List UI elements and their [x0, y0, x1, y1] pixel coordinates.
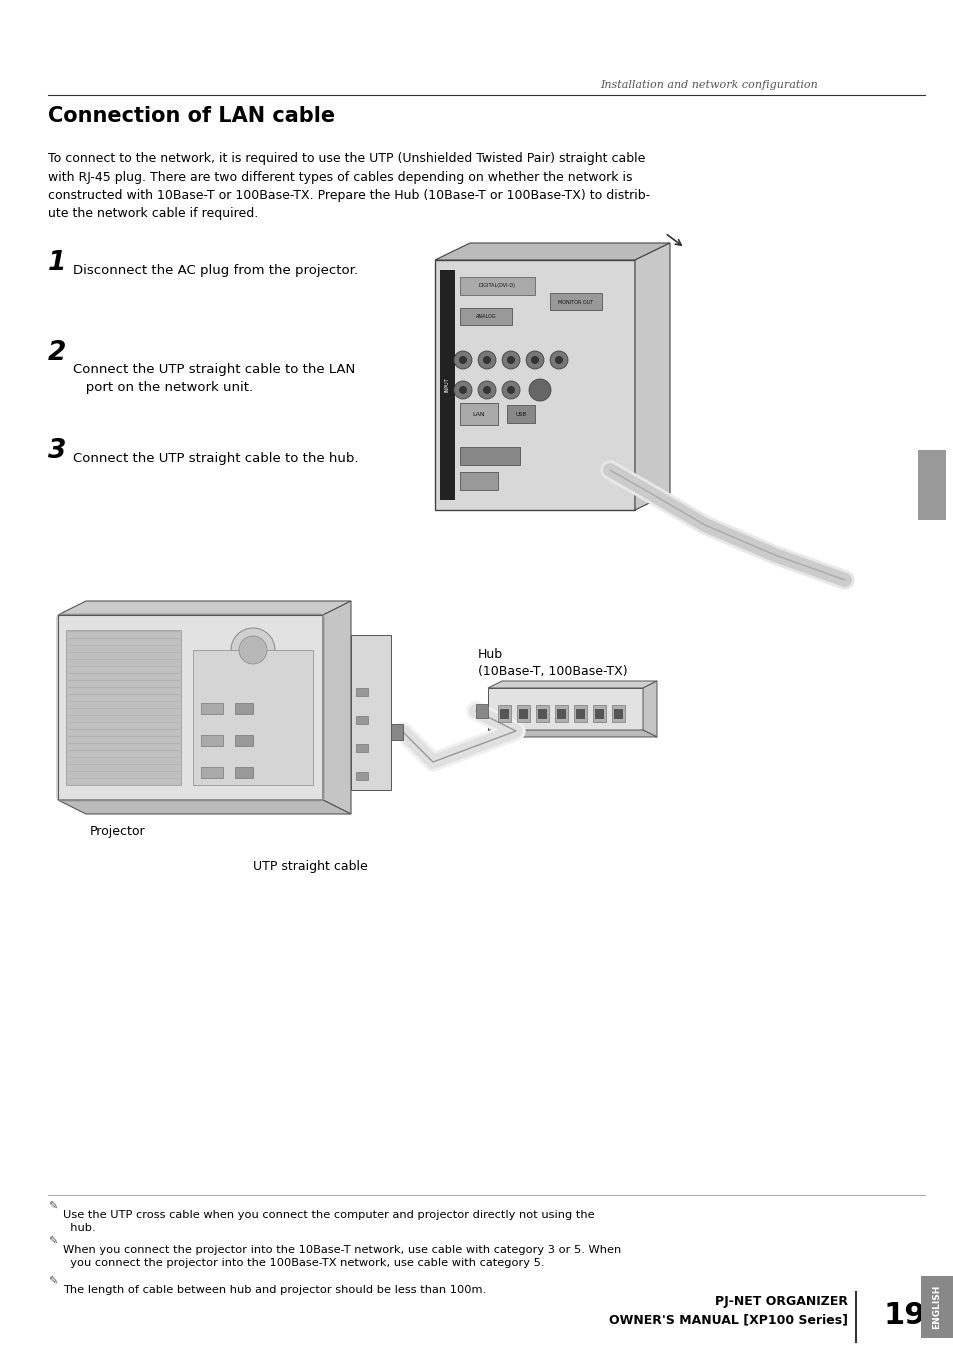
Text: ✎: ✎ — [48, 1202, 57, 1212]
Text: Connect the UTP straight cable to the hub.: Connect the UTP straight cable to the hu… — [73, 452, 358, 464]
FancyBboxPatch shape — [459, 447, 519, 464]
Circle shape — [477, 351, 496, 369]
Text: LAN: LAN — [472, 412, 485, 417]
Text: Connect the UTP straight cable to the LAN
   port on the network unit.: Connect the UTP straight cable to the LA… — [73, 363, 355, 394]
Text: Hub
(10Base-T, 100Base-TX): Hub (10Base-T, 100Base-TX) — [477, 648, 627, 678]
Polygon shape — [323, 601, 351, 814]
Text: DIGITAL(DVI-D): DIGITAL(DVI-D) — [478, 284, 515, 289]
Circle shape — [501, 381, 519, 400]
FancyBboxPatch shape — [355, 688, 368, 697]
Polygon shape — [635, 243, 669, 510]
Text: The length of cable between hub and projector should be less than 100m.: The length of cable between hub and proj… — [63, 1285, 486, 1295]
FancyBboxPatch shape — [593, 705, 605, 722]
FancyBboxPatch shape — [550, 293, 601, 310]
Text: 2: 2 — [48, 340, 67, 366]
FancyBboxPatch shape — [439, 270, 455, 500]
FancyBboxPatch shape — [517, 705, 530, 722]
Text: 1: 1 — [48, 250, 67, 275]
Text: Connection of LAN cable: Connection of LAN cable — [48, 107, 335, 126]
Circle shape — [454, 381, 472, 400]
Text: 19: 19 — [882, 1300, 925, 1330]
Polygon shape — [488, 730, 657, 737]
Polygon shape — [435, 243, 669, 261]
Text: Installation and network configuration: Installation and network configuration — [599, 80, 817, 90]
FancyBboxPatch shape — [391, 724, 402, 740]
Text: INPUT: INPUT — [444, 378, 449, 393]
Text: ENGLISH: ENGLISH — [931, 1285, 941, 1330]
FancyBboxPatch shape — [193, 649, 313, 784]
FancyBboxPatch shape — [66, 630, 181, 784]
FancyBboxPatch shape — [920, 1276, 953, 1338]
Polygon shape — [58, 801, 351, 814]
FancyBboxPatch shape — [555, 705, 567, 722]
Text: Use the UTP cross cable when you connect the computer and projector directly not: Use the UTP cross cable when you connect… — [63, 1210, 594, 1233]
FancyBboxPatch shape — [576, 709, 584, 720]
FancyBboxPatch shape — [614, 709, 622, 720]
FancyBboxPatch shape — [459, 404, 497, 425]
FancyBboxPatch shape — [612, 705, 624, 722]
FancyBboxPatch shape — [355, 772, 368, 780]
FancyBboxPatch shape — [201, 734, 223, 747]
Polygon shape — [58, 616, 323, 801]
Text: To connect to the network, it is required to use the UTP (Unshielded Twisted Pai: To connect to the network, it is require… — [48, 153, 649, 220]
Circle shape — [477, 381, 496, 400]
Circle shape — [506, 386, 515, 394]
Polygon shape — [642, 680, 657, 737]
Circle shape — [525, 351, 543, 369]
FancyBboxPatch shape — [506, 405, 535, 423]
FancyBboxPatch shape — [497, 705, 511, 722]
Circle shape — [231, 628, 274, 672]
FancyBboxPatch shape — [537, 709, 546, 720]
Text: ✎: ✎ — [48, 1237, 57, 1247]
FancyBboxPatch shape — [355, 716, 368, 724]
FancyBboxPatch shape — [459, 308, 512, 325]
FancyBboxPatch shape — [234, 767, 253, 778]
FancyBboxPatch shape — [574, 705, 586, 722]
Circle shape — [239, 636, 267, 664]
Circle shape — [550, 351, 567, 369]
Text: ✎: ✎ — [48, 1277, 57, 1287]
FancyBboxPatch shape — [351, 634, 391, 790]
Text: UTP straight cable: UTP straight cable — [253, 860, 367, 873]
Polygon shape — [488, 680, 657, 688]
Circle shape — [501, 351, 519, 369]
Polygon shape — [58, 601, 351, 616]
FancyBboxPatch shape — [557, 709, 565, 720]
Text: 3: 3 — [48, 437, 67, 464]
Circle shape — [555, 356, 562, 365]
Text: Disconnect the AC plug from the projector.: Disconnect the AC plug from the projecto… — [73, 265, 357, 277]
Text: USB: USB — [515, 412, 526, 417]
Circle shape — [506, 356, 515, 365]
Circle shape — [458, 356, 467, 365]
FancyBboxPatch shape — [536, 705, 548, 722]
Text: MONITOR OUT: MONITOR OUT — [558, 300, 593, 305]
Polygon shape — [488, 688, 642, 730]
FancyBboxPatch shape — [201, 767, 223, 778]
FancyBboxPatch shape — [476, 703, 488, 718]
FancyBboxPatch shape — [234, 734, 253, 747]
Circle shape — [529, 379, 551, 401]
FancyBboxPatch shape — [499, 709, 509, 720]
Circle shape — [531, 356, 538, 365]
Text: PJ-NET ORGANIZER: PJ-NET ORGANIZER — [714, 1295, 847, 1308]
FancyBboxPatch shape — [917, 450, 945, 520]
Circle shape — [482, 386, 491, 394]
FancyBboxPatch shape — [355, 744, 368, 752]
FancyBboxPatch shape — [595, 709, 603, 720]
Circle shape — [458, 386, 467, 394]
FancyBboxPatch shape — [459, 277, 535, 296]
FancyBboxPatch shape — [201, 703, 223, 714]
FancyBboxPatch shape — [234, 703, 253, 714]
Circle shape — [482, 356, 491, 365]
Text: Projector: Projector — [90, 825, 146, 838]
Text: When you connect the projector into the 10Base-T network, use cable with categor: When you connect the projector into the … — [63, 1245, 620, 1268]
FancyBboxPatch shape — [518, 709, 527, 720]
Text: OWNER'S MANUAL [XP100 Series]: OWNER'S MANUAL [XP100 Series] — [608, 1314, 847, 1326]
Text: ANALOG: ANALOG — [476, 315, 496, 320]
Polygon shape — [435, 261, 635, 510]
FancyBboxPatch shape — [459, 472, 497, 490]
Circle shape — [454, 351, 472, 369]
